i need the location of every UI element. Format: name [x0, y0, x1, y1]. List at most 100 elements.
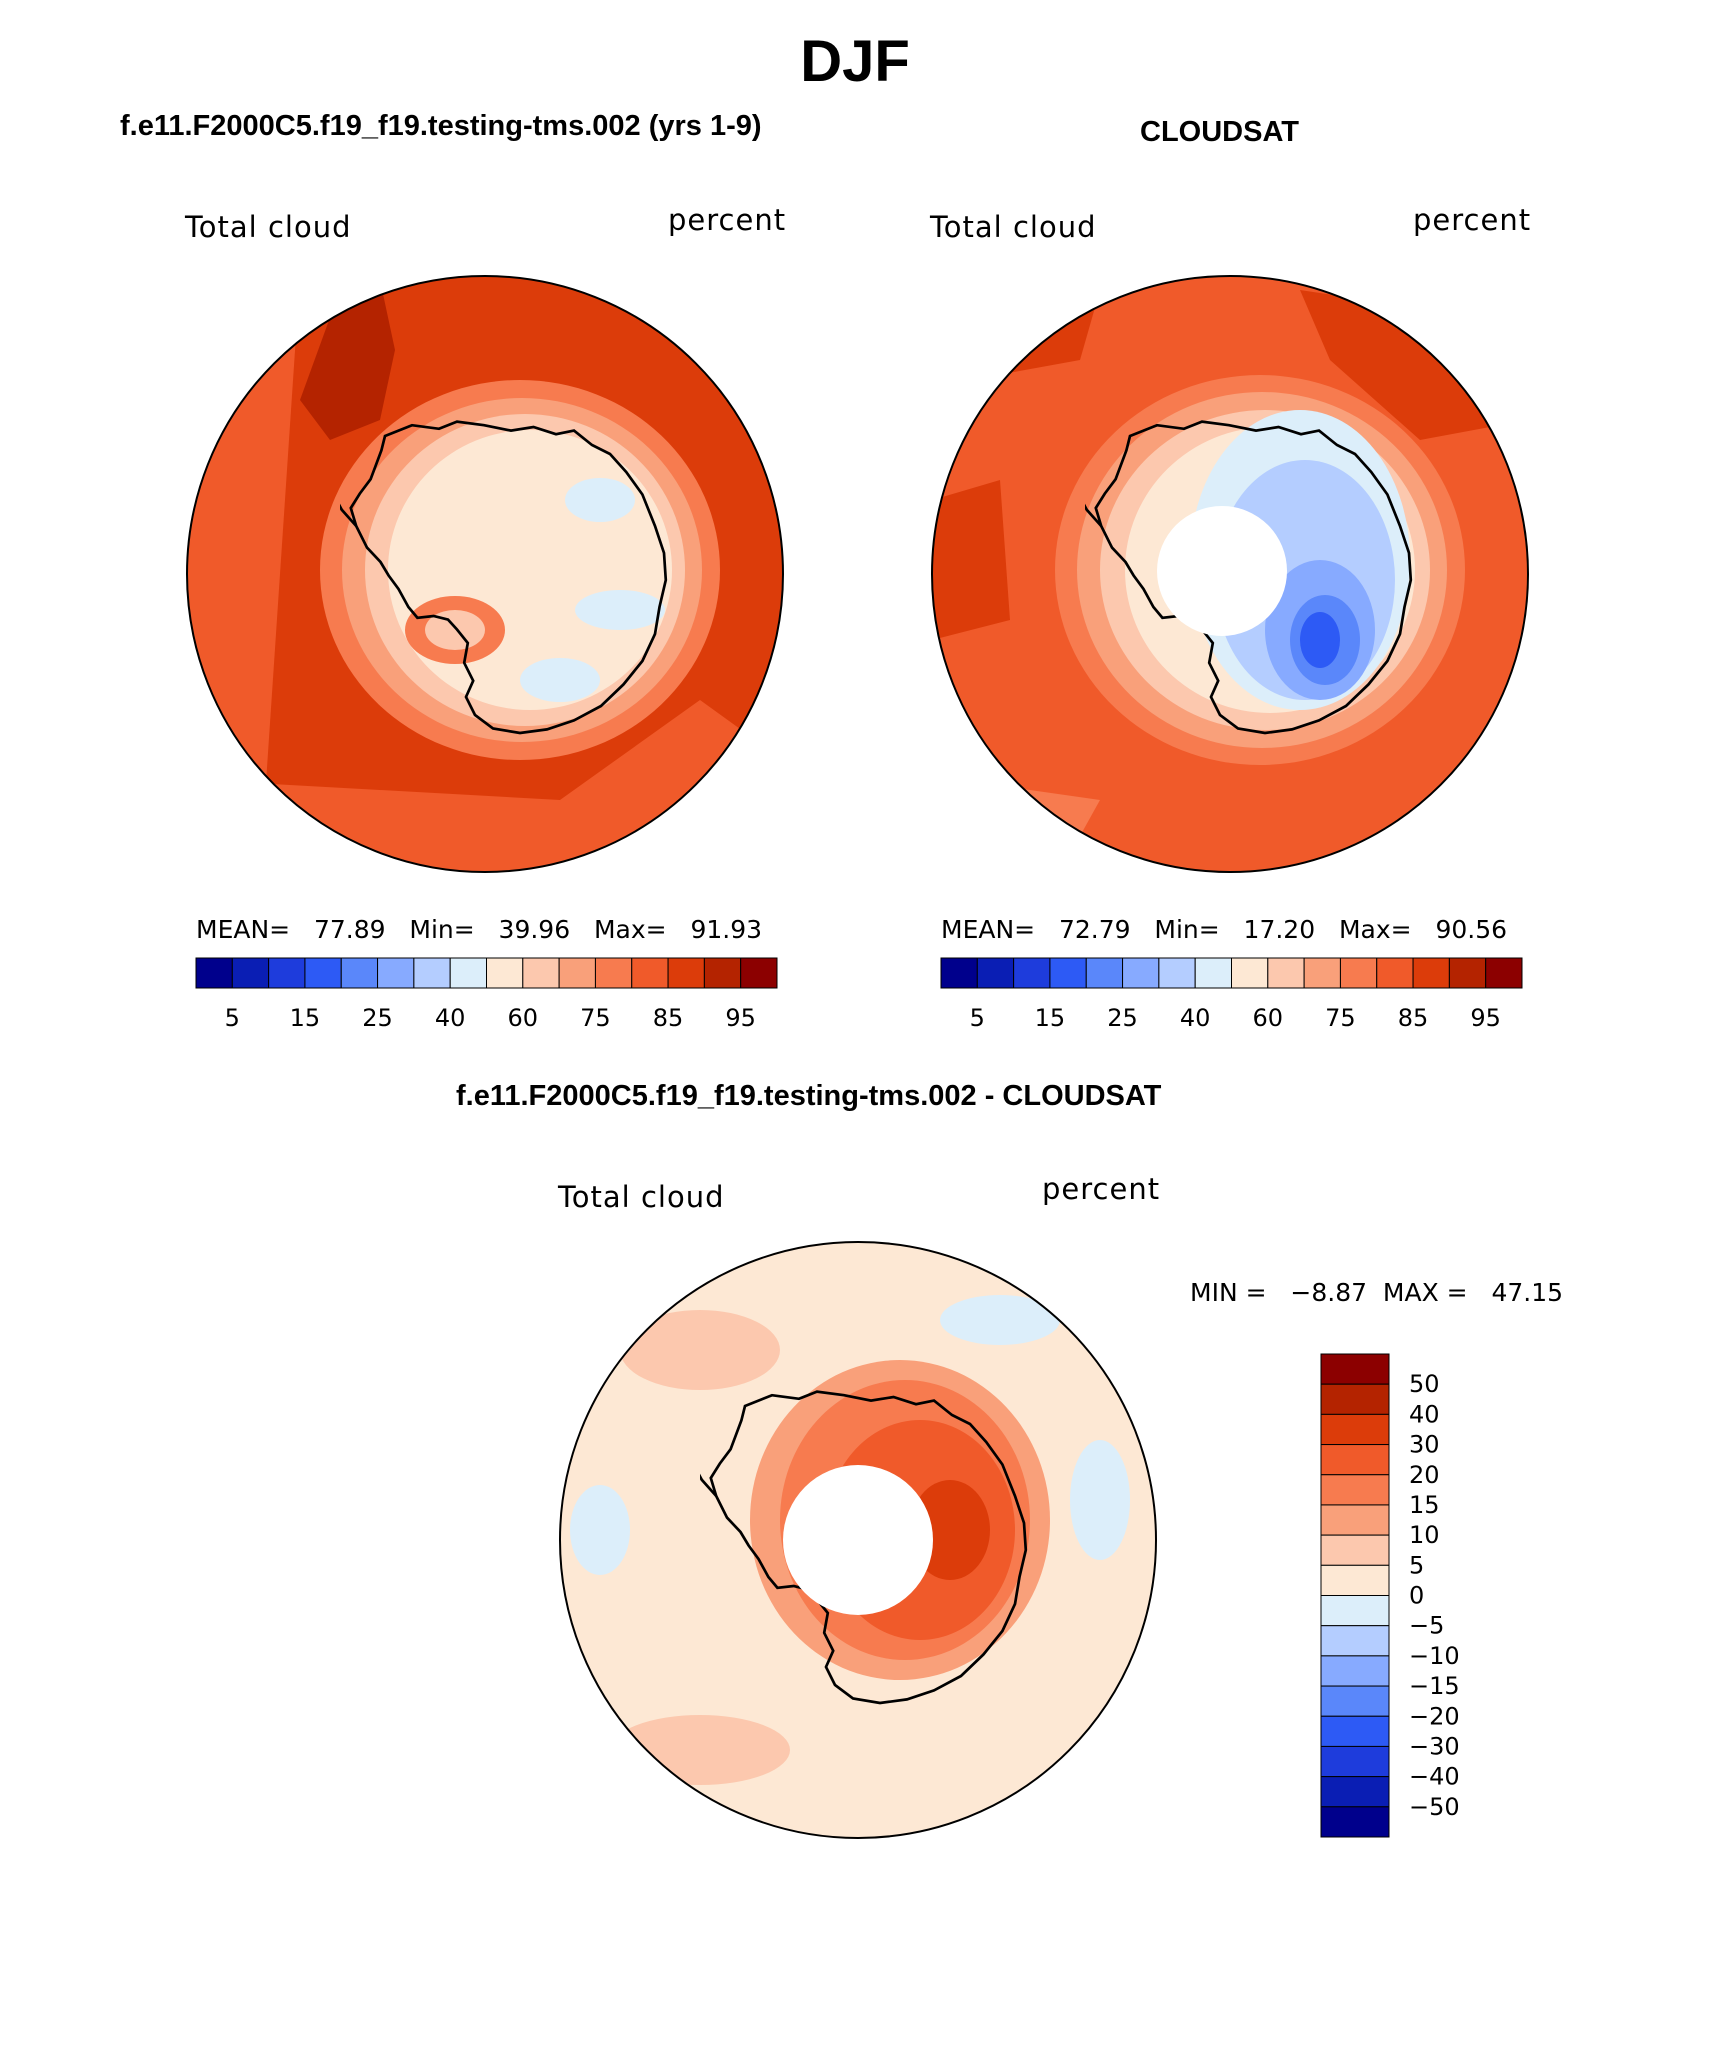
map-3-patch-a	[620, 1310, 780, 1390]
colorbar-box	[1320, 1413, 1390, 1446]
colorbar-box	[1122, 957, 1160, 989]
colorbar-box	[1320, 1353, 1390, 1385]
colorbar-box	[413, 957, 451, 989]
colorbar-box	[268, 957, 306, 989]
colorbar-tick-label: 15	[1035, 1004, 1066, 1032]
map-1-high-cloud-patch	[300, 280, 395, 440]
colorbar-tick-label: −50	[1409, 1793, 1460, 1821]
colorbar-box	[1485, 957, 1523, 989]
colorbar-box	[1339, 957, 1378, 989]
map-1-high-patch-e	[425, 610, 485, 650]
panel-1-stats: MEAN= 77.89 Min= 39.96 Max= 91.93	[196, 915, 763, 944]
colorbar-tick-label: 50	[1409, 1370, 1440, 1398]
colorbar-box	[1158, 957, 1196, 989]
map-3-boundary	[559, 1241, 1157, 1839]
colorbar-box	[522, 957, 560, 989]
colorbar-tick-label: −20	[1409, 1702, 1460, 1730]
map-1-low-patch-b	[520, 658, 600, 702]
map-3-missing-data-hole	[783, 1465, 933, 1615]
map-3-patch-c	[1070, 1440, 1130, 1560]
colorbar-box	[1376, 957, 1414, 989]
colorbar-box	[1320, 1806, 1390, 1838]
colorbar-box	[304, 957, 342, 989]
colorbar-box	[1320, 1776, 1390, 1808]
map-1-south-band	[187, 700, 783, 872]
colorbar-box	[594, 957, 633, 989]
colorbar-box	[1231, 957, 1269, 989]
panel-2-units-label: percent	[1413, 203, 1532, 237]
map-diff	[559, 1241, 1157, 1839]
colorbar-tick-label: −5	[1409, 1612, 1444, 1640]
colorbar-box	[1320, 1444, 1390, 1476]
map-2-low-5	[1300, 612, 1340, 668]
colorbar-tick-label: 40	[1409, 1400, 1440, 1428]
colorbar-tick-label: 10	[1409, 1521, 1440, 1549]
colorbar-tick-label: 85	[653, 1004, 684, 1032]
panel-2-title: CLOUDSAT	[1140, 116, 1299, 148]
colorbar-box	[1194, 957, 1232, 989]
colorbar-tick-label: −10	[1409, 1642, 1460, 1670]
map-obs	[931, 275, 1529, 873]
panel-1-variable-label: Total cloud	[185, 210, 352, 244]
colorbar-box	[1320, 1564, 1390, 1596]
colorbar-model: 5 15 25 40 60 75 85 95	[195, 957, 778, 1032]
panel-3-variable-label: Total cloud	[558, 1180, 725, 1214]
panel-1-title: f.e11.F2000C5.f19_f19.testing-tms.002 (y…	[120, 110, 762, 142]
colorbar-box	[486, 957, 524, 989]
colorbar-box	[558, 957, 596, 989]
colorbar-box	[195, 957, 233, 989]
colorbar-box	[667, 957, 705, 989]
colorbar-box	[1320, 1685, 1390, 1717]
panel-3-stats: MIN = −8.87 MAX = 47.15	[1190, 1278, 1564, 1307]
colorbar-box	[1267, 957, 1305, 989]
colorbar-box	[1320, 1383, 1390, 1415]
page-title: DJF	[800, 29, 910, 94]
map-1-low-patch-c	[575, 590, 665, 630]
colorbar-box	[449, 957, 487, 989]
colorbar-box	[631, 957, 669, 989]
colorbar-box	[1303, 957, 1341, 989]
map-2-boundary	[931, 275, 1529, 873]
colorbar-box	[1320, 1595, 1390, 1627]
colorbar-box	[1448, 957, 1487, 989]
colorbar-box	[1320, 1474, 1390, 1506]
colorbar-tick-label: 25	[1107, 1004, 1138, 1032]
colorbar-box	[940, 957, 978, 989]
colorbar-box	[1013, 957, 1051, 989]
colorbar-tick-label: 60	[508, 1004, 539, 1032]
colorbar-box	[1320, 1534, 1390, 1566]
colorbar-tick-label: 20	[1409, 1461, 1440, 1489]
colorbar-tick-label: 95	[1470, 1004, 1501, 1032]
colorbar-tick-label: 40	[1180, 1004, 1211, 1032]
colorbar-tick-label: −30	[1409, 1732, 1460, 1760]
panel-3-title: f.e11.F2000C5.f19_f19.testing-tms.002 - …	[456, 1080, 1162, 1112]
colorbar-tick-label: −15	[1409, 1672, 1460, 1700]
colorbar-tick-label: 5	[1409, 1551, 1424, 1579]
panel-2-stats: MEAN= 72.79 Min= 17.20 Max= 90.56	[941, 915, 1508, 944]
colorbar-box	[377, 957, 415, 989]
map-model	[186, 275, 784, 873]
colorbar-box	[340, 957, 379, 989]
colorbar-tick-label: 15	[1409, 1491, 1440, 1519]
colorbar-tick-label: 40	[435, 1004, 466, 1032]
colorbar-tick-label: 75	[1325, 1004, 1356, 1032]
colorbar-box	[231, 957, 270, 989]
colorbar-tick-label: 85	[1398, 1004, 1429, 1032]
colorbar-box	[740, 957, 778, 989]
colorbar-box	[976, 957, 1015, 989]
colorbar-box	[1320, 1625, 1390, 1657]
panel-2-variable-label: Total cloud	[930, 210, 1097, 244]
map-2-high-patch-c	[932, 480, 1010, 640]
panel-3-units-label: percent	[1042, 1172, 1161, 1206]
panel-1-units-label: percent	[668, 203, 787, 237]
map-3-patch-e	[610, 1715, 790, 1785]
colorbar-box	[1049, 957, 1087, 989]
colorbar-tick-label: 25	[362, 1004, 393, 1032]
colorbar-tick-label: 5	[225, 1004, 240, 1032]
colorbar-box	[1320, 1715, 1390, 1747]
colorbar-tick-label: 60	[1253, 1004, 1284, 1032]
colorbar-box	[1320, 1504, 1390, 1536]
colorbar-tick-label: 95	[725, 1004, 756, 1032]
